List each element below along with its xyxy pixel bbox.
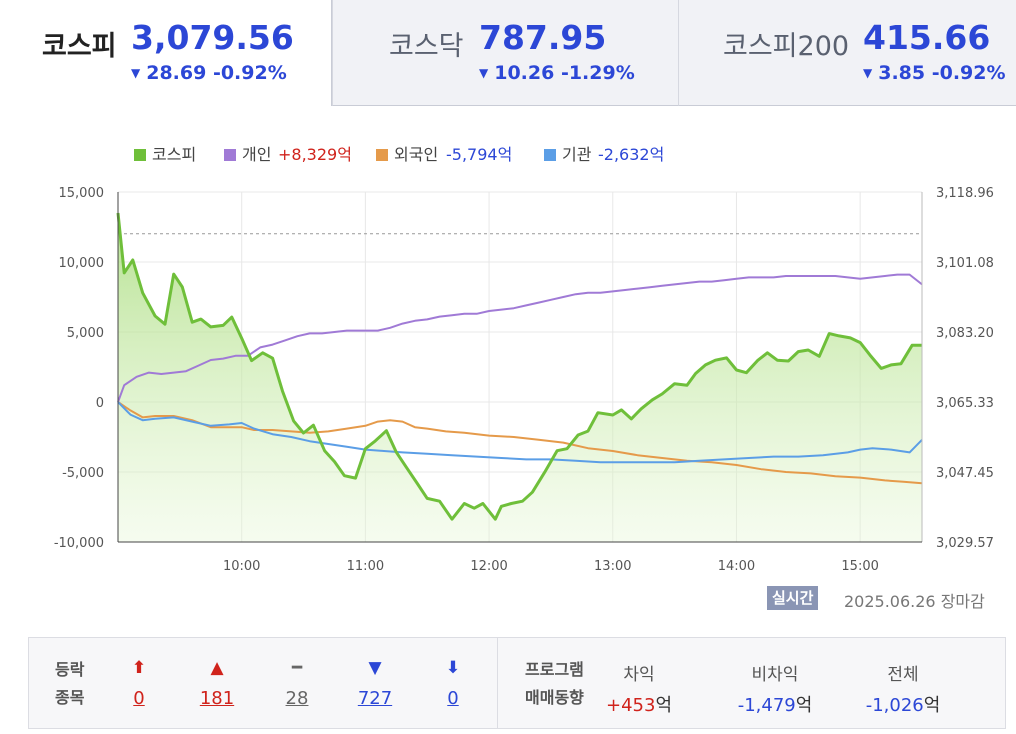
tab-kospi-value: 3,079.56	[131, 18, 294, 57]
program-value: -1,026억	[865, 695, 941, 716]
panel-divider	[497, 638, 498, 728]
tab-kosdaq-name: 코스닥	[389, 31, 464, 62]
intraday-chart: 15,000 3,118.96 10,000 3,101.08 5,000 3,083.2…	[54, 145, 994, 574]
tab-kospi-name: 코스피	[42, 31, 117, 62]
program-item: 비차익 -1,479억	[720, 660, 830, 717]
x-tick-label: 10:00	[223, 559, 260, 574]
tab-kosdaq-value: 787.95	[479, 18, 607, 57]
breadth-count[interactable]: 727	[357, 688, 393, 709]
tab-kospi[interactable]: 코스피 3,079.56 ▼ 28.69 -0.92%	[0, 0, 332, 106]
flat-dash-icon: ━	[291, 658, 303, 678]
x-tick-label: 13:00	[594, 559, 631, 574]
tab-kospi200-change: ▼ 3.85 -0.92%	[863, 62, 1006, 84]
tab-kospi200-value: 415.66	[863, 18, 991, 57]
breadth-count[interactable]: 28	[285, 688, 309, 709]
down-triangle-icon: ▼	[479, 66, 489, 80]
program-unit: 억	[795, 695, 813, 716]
series-line-individual	[117, 273, 923, 403]
legend-label: 외국인	[394, 145, 438, 164]
legend-swatch	[544, 149, 556, 161]
legend-swatch	[134, 149, 146, 161]
y-left-tick-label: 10,000	[59, 256, 105, 271]
legend-label: 코스피	[152, 145, 196, 164]
legend-swatch	[376, 149, 388, 161]
up-triangle-icon: ▲	[210, 658, 224, 678]
y-right-tick-label: 3,047.45	[936, 466, 994, 481]
series-line-foreign	[117, 401, 923, 485]
x-tick-label: 12:00	[470, 559, 507, 574]
program-value: +453억	[605, 695, 672, 716]
program-item: 차익 +453억	[584, 660, 694, 717]
x-tick-label: 14:00	[718, 559, 755, 574]
y-left-tick-label: 5,000	[67, 326, 104, 341]
down-triangle-icon: ▼	[131, 66, 141, 80]
legend-label: 기관	[562, 145, 592, 164]
legend-swatch	[224, 149, 236, 161]
program-header: 비차익	[751, 665, 799, 685]
y-right-tick-label: 3,118.96	[936, 186, 994, 201]
series-line-institution	[117, 401, 923, 464]
legend-value: -2,632억	[598, 145, 664, 164]
breadth-item[interactable]: ▲ 181	[187, 656, 247, 709]
y-right-tick-label: 3,101.08	[936, 256, 994, 271]
y-left-tick-label: -10,000	[54, 536, 104, 551]
timestamp-text: 2025.06.26 장마감	[844, 592, 985, 611]
x-tick-label: 15:00	[841, 559, 878, 574]
index-tabs: 코스피 3,079.56 ▼ 28.69 -0.92% 코스닥 787.95 ▼ 1…	[0, 0, 1016, 106]
tab-kospi200[interactable]: 코스피200 415.66 ▼ 3.85 -0.92%	[678, 0, 1016, 106]
program-value: -1,479억	[737, 695, 813, 716]
y-left-tick-label: 0	[96, 396, 104, 411]
program-unit: 억	[655, 695, 672, 716]
breadth-count[interactable]: 181	[199, 688, 235, 709]
tab-kosdaq-change: ▼ 10.26 -1.29%	[479, 62, 635, 84]
tab-kospi-change-text: 28.69 -0.92%	[146, 62, 287, 84]
legend-value: -5,794억	[446, 145, 512, 164]
y-right-tick-label: 3,083.20	[936, 326, 994, 341]
program-item: 전체 -1,026억	[848, 660, 958, 717]
breadth-item[interactable]: ━ 28	[267, 656, 327, 709]
program-header: 차익	[623, 665, 655, 685]
breadth-item[interactable]: ⬇ 0	[423, 656, 483, 709]
timestamp-row: 실시간 2025.06.26 장마감	[0, 586, 1016, 612]
tab-kospi-change: ▼ 28.69 -0.92%	[131, 62, 287, 84]
y-right-tick-label: 3,029.57	[936, 536, 994, 551]
tab-kosdaq[interactable]: 코스닥 787.95 ▼ 10.26 -1.29%	[332, 0, 678, 106]
series-line-kospi	[116, 212, 922, 521]
program-label-line1: 프로그램	[525, 660, 584, 679]
y-left-tick-label: -5,000	[62, 466, 104, 481]
breadth-label-line1: 등락	[55, 660, 85, 679]
down-triangle-icon: ▼	[863, 66, 873, 80]
x-tick-label: 11:00	[347, 559, 384, 574]
program-label-line2: 매매동향	[525, 688, 584, 707]
legend-value: +8,329억	[278, 145, 352, 164]
breadth-count[interactable]: 0	[447, 688, 459, 709]
breadth-label: 등락 종목	[55, 656, 84, 712]
breadth-item[interactable]: ⬆ 0	[109, 656, 169, 709]
market-breadth-panel: 등락 종목 ⬆ 0 ▲ 181 ━ 28 ▼ 727 ⬇ 0 프로그램 매매동향 차익 +453억 비…	[28, 637, 1006, 729]
legend-label: 개인	[242, 145, 271, 164]
down-triangle-icon: ▼	[368, 658, 382, 678]
live-badge[interactable]: 실시간	[767, 586, 819, 610]
limit-up-icon: ⬆	[131, 658, 147, 678]
y-right-tick-label: 3,065.33	[936, 396, 994, 411]
tab-kosdaq-change-text: 10.26 -1.29%	[494, 62, 635, 84]
limit-down-icon: ⬇	[445, 658, 461, 678]
y-left-tick-label: 15,000	[59, 186, 105, 201]
tab-kospi200-name: 코스피200	[723, 31, 850, 62]
breadth-count[interactable]: 0	[133, 688, 145, 709]
program-header: 전체	[887, 665, 919, 685]
program-label: 프로그램 매매동향	[525, 656, 584, 712]
program-unit: 억	[923, 695, 941, 716]
breadth-item[interactable]: ▼ 727	[345, 656, 405, 709]
tab-kospi200-change-text: 3.85 -0.92%	[878, 62, 1006, 84]
breadth-label-line2: 종목	[55, 688, 85, 707]
